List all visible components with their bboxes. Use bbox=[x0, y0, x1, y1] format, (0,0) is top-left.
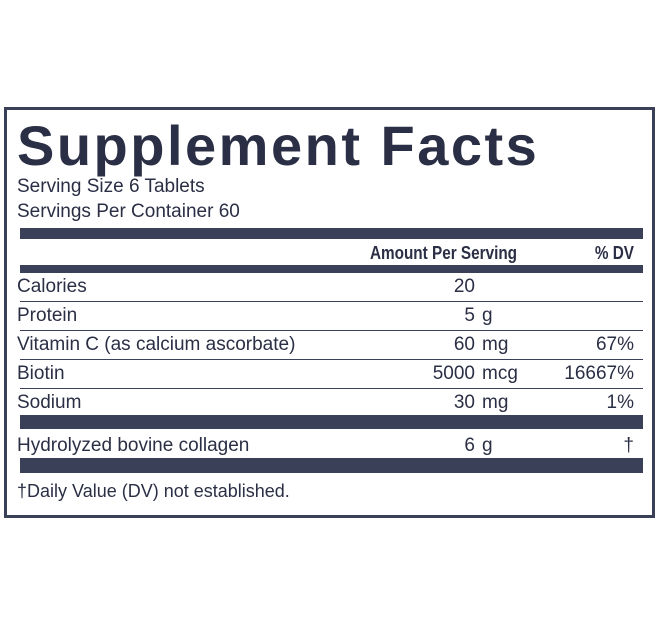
amount: 5 bbox=[464, 305, 475, 326]
unit: mg bbox=[482, 334, 509, 355]
footnote: †Daily Value (DV) not established. bbox=[17, 481, 290, 501]
divider bbox=[20, 228, 643, 239]
supplement-facts-panel: Supplement Facts Serving Size 6 Tablets … bbox=[4, 107, 655, 518]
divider bbox=[20, 415, 643, 429]
dv: 67% bbox=[595, 334, 634, 355]
dv: 1% bbox=[606, 392, 634, 413]
amount-header: Amount Per Serving bbox=[369, 243, 517, 263]
row-divider bbox=[20, 388, 643, 389]
nutrient-name: Biotin bbox=[17, 363, 65, 384]
amount: 30 bbox=[453, 392, 475, 413]
servings-per-container: Servings Per Container 60 bbox=[17, 201, 240, 222]
serving-size: Serving Size 6 Tablets bbox=[17, 176, 205, 197]
dv: 16667% bbox=[564, 363, 634, 384]
divider bbox=[20, 458, 643, 473]
amount: 60 bbox=[453, 334, 475, 355]
title: Supplement Facts bbox=[17, 114, 540, 177]
unit: g bbox=[482, 305, 493, 326]
nutrient-name: Calories bbox=[17, 276, 87, 297]
nutrient-name: Protein bbox=[17, 305, 78, 326]
nutrient-name: Hydrolyzed bovine collagen bbox=[17, 435, 250, 456]
nutrient-name: Sodium bbox=[17, 392, 82, 413]
nutrient-name: Vitamin C (as calcium ascorbate) bbox=[17, 334, 296, 355]
row-divider bbox=[20, 359, 643, 360]
dv-header: % DV bbox=[594, 243, 634, 263]
amount: 5000 bbox=[432, 363, 475, 384]
row-divider bbox=[20, 330, 643, 331]
divider bbox=[20, 265, 643, 273]
unit: g bbox=[482, 435, 493, 456]
dv: † bbox=[623, 435, 634, 456]
amount: 6 bbox=[464, 435, 475, 456]
unit: mg bbox=[482, 392, 509, 413]
row-divider bbox=[20, 301, 643, 302]
amount: 20 bbox=[453, 276, 475, 297]
unit: mcg bbox=[482, 363, 518, 384]
